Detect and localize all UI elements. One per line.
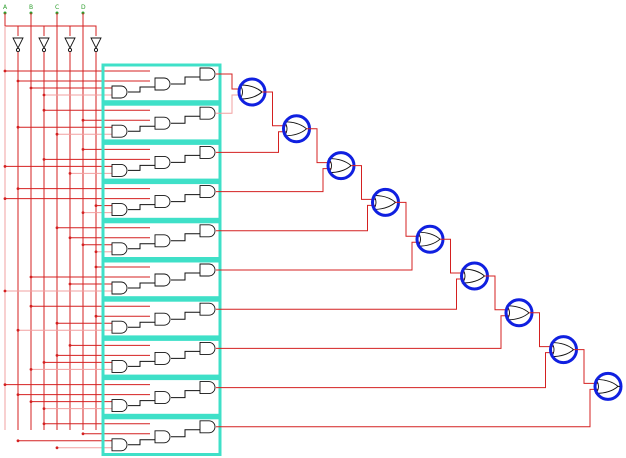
and-block-1 xyxy=(3,63,222,104)
or-gate-9[interactable] xyxy=(595,378,619,394)
or-stage-4 xyxy=(216,165,400,232)
or-gate-1[interactable] xyxy=(239,84,263,100)
and-gate-9-b[interactable] xyxy=(154,391,171,405)
and-gate-6-c[interactable] xyxy=(199,263,216,277)
and-gate-5-c[interactable] xyxy=(199,224,216,238)
or-stage-8 xyxy=(216,312,578,389)
and-block-highlight-5 xyxy=(101,220,222,261)
and-block-4 xyxy=(3,181,222,221)
inverters xyxy=(12,37,102,53)
and-gate-1-a[interactable] xyxy=(111,85,128,99)
or-stage-9 xyxy=(216,349,623,428)
and-gate-3-b[interactable] xyxy=(154,155,171,169)
or-gate-8[interactable] xyxy=(550,342,575,358)
and-block-6 xyxy=(3,259,222,300)
and-block-highlight-1 xyxy=(101,63,222,104)
and-gate-2-c[interactable] xyxy=(199,106,216,120)
input-top-bus xyxy=(4,13,97,36)
or-stage-6 xyxy=(216,238,489,310)
and-gate-8-c[interactable] xyxy=(199,341,216,355)
and-gate-8-b[interactable] xyxy=(154,351,171,365)
and-gate-5-b[interactable] xyxy=(154,234,171,248)
and-block-highlight-3 xyxy=(101,141,222,182)
or-stage-5 xyxy=(216,201,445,271)
and-gate-3-c[interactable] xyxy=(199,145,216,159)
and-gate-6-b[interactable] xyxy=(154,273,171,287)
and-block-3 xyxy=(3,141,222,182)
and-block-7 xyxy=(16,298,222,339)
and-block-highlight-10 xyxy=(101,416,222,456)
and-gate-2-a[interactable] xyxy=(111,124,128,138)
input-pin-b-label: B xyxy=(29,4,33,11)
and-gate-9-c[interactable] xyxy=(199,381,216,395)
not-gate-d xyxy=(90,37,102,53)
and-block-2 xyxy=(16,102,222,143)
input-pin-c[interactable]: C xyxy=(55,4,59,15)
and-block-highlight-4 xyxy=(101,181,222,221)
input-pin-a-label: A xyxy=(3,4,8,11)
and-gate-10-b[interactable] xyxy=(154,430,171,444)
and-block-highlight-9 xyxy=(101,377,222,417)
not-gate-a xyxy=(12,37,24,53)
not-gate-c xyxy=(64,37,76,53)
and-block-highlight-8 xyxy=(101,337,222,378)
and-gate-7-a[interactable] xyxy=(111,320,128,334)
and-gate-1-b[interactable] xyxy=(154,77,171,91)
or-gate-2[interactable] xyxy=(283,121,308,137)
input-pin-a[interactable]: A xyxy=(3,4,8,15)
or-gate-7[interactable] xyxy=(506,305,530,321)
and-gate-1-c[interactable] xyxy=(199,67,216,81)
and-block-highlight-6 xyxy=(101,259,222,300)
input-pin-d-label: D xyxy=(81,4,86,11)
or-gate-3[interactable] xyxy=(328,158,352,174)
input-pin-d[interactable]: D xyxy=(81,4,86,15)
and-block-10 xyxy=(16,416,222,456)
and-gate-7-c[interactable] xyxy=(199,302,216,316)
and-gate-8-a[interactable] xyxy=(111,359,128,373)
and-gate-7-b[interactable] xyxy=(154,312,171,326)
or-stage-7 xyxy=(216,275,534,349)
and-gate-4-b[interactable] xyxy=(154,195,171,209)
and-gate-10-a[interactable] xyxy=(111,438,128,452)
or-stage-1 xyxy=(216,73,267,114)
or-gate-4[interactable] xyxy=(372,194,397,210)
not-gate-b xyxy=(38,37,50,53)
input-pins: A B C D xyxy=(3,4,86,15)
and-gate-6-a[interactable] xyxy=(111,281,128,295)
and-gate-3-a[interactable] xyxy=(111,163,128,177)
and-block-9 xyxy=(3,377,222,417)
input-pin-c-label: C xyxy=(55,4,59,11)
or-gate-6[interactable] xyxy=(461,268,486,284)
and-gate-blocks xyxy=(3,63,222,456)
and-block-5 xyxy=(55,220,222,261)
and-gate-9-a[interactable] xyxy=(111,399,128,413)
and-block-8 xyxy=(29,337,222,378)
input-pin-b[interactable]: B xyxy=(29,4,33,15)
and-gate-4-a[interactable] xyxy=(111,203,128,217)
or-gate-highlight-9 xyxy=(593,371,623,401)
or-gate-5[interactable] xyxy=(417,231,441,247)
or-stage-3 xyxy=(216,128,356,193)
and-block-highlight-7 xyxy=(101,298,222,339)
or-gate-chain xyxy=(216,73,623,428)
and-gate-5-a[interactable] xyxy=(111,242,128,256)
and-gate-2-b[interactable] xyxy=(154,116,171,130)
and-gate-10-c[interactable] xyxy=(199,420,216,434)
and-block-highlight-2 xyxy=(101,102,222,143)
and-gate-4-c[interactable] xyxy=(199,185,216,199)
